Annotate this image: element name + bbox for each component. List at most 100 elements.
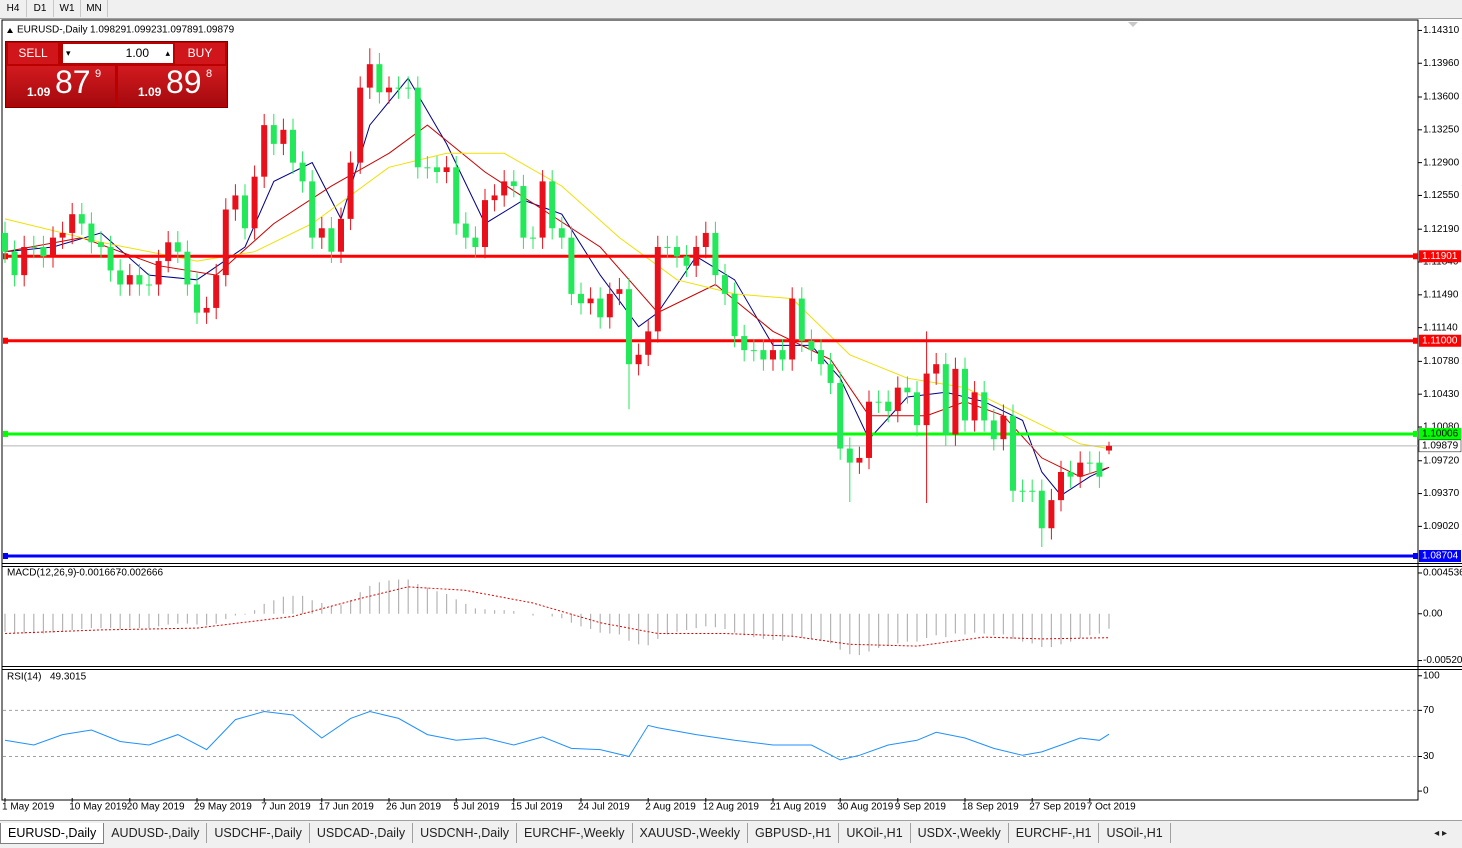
lot-down[interactable]: ▾ — [66, 48, 71, 58]
timeframe-button[interactable]: W1 — [54, 0, 81, 17]
price-pips: 89 — [166, 64, 202, 100]
chart-tab[interactable]: GBPUSD-,H1 — [748, 823, 840, 843]
x-tick-label: 15 Jul 2019 — [511, 802, 563, 813]
candle-body — [856, 457, 863, 463]
candle-body — [174, 242, 181, 252]
chart-tab[interactable]: USDCAD-,Daily — [310, 823, 414, 843]
y-tick-label: 1.10780 — [1423, 356, 1460, 367]
candle-body — [184, 251, 191, 285]
candle-body — [654, 247, 661, 332]
ohlc-value: 1.09789 — [162, 25, 199, 36]
candle-body — [347, 162, 354, 219]
lot-up[interactable]: ▴ — [165, 48, 170, 58]
timeframe-button[interactable]: H4 — [0, 0, 27, 17]
y-tick-label: 0.004536 — [1423, 568, 1462, 579]
level-handle — [1413, 553, 1418, 559]
y-tick-label: 1.11140 — [1423, 322, 1458, 333]
timeframe-button[interactable]: D1 — [27, 0, 54, 17]
chart-tab[interactable]: EURUSD-,Daily — [0, 823, 105, 844]
chart-tab[interactable]: EURCHF-,H1 — [1009, 823, 1100, 843]
level-label-box — [1419, 427, 1461, 440]
candle-body — [213, 275, 220, 308]
sell-button[interactable]: SELL — [8, 43, 58, 64]
y-tick-label: 1.12550 — [1423, 190, 1460, 201]
chart-tab[interactable]: AUDUSD-,Daily — [104, 823, 208, 843]
candle-body — [1038, 490, 1045, 529]
candle-body — [741, 336, 748, 351]
x-tick-label: 7 Jun 2019 — [261, 802, 311, 813]
chart-tab[interactable]: USDCHF-,Daily — [207, 823, 310, 843]
last-price-label: 1.09879 — [1422, 440, 1459, 451]
candle-body — [789, 298, 796, 360]
level-handle — [1413, 430, 1418, 437]
price-pips: 87 — [55, 64, 91, 100]
candle-body — [482, 200, 488, 247]
x-tick-label: 2 Aug 2019 — [645, 802, 696, 813]
candle-body — [1019, 490, 1026, 492]
y-tick-label: 100 — [1423, 670, 1440, 681]
buy-price[interactable]: 1.09 89 8 — [118, 64, 226, 105]
chart-tab[interactable]: USDX-,Weekly — [911, 823, 1009, 843]
level-handle — [3, 553, 8, 559]
chart-tab[interactable]: EURCHF-,Weekly — [517, 823, 633, 843]
y-tick-label: 1.12900 — [1423, 157, 1460, 168]
candle-body — [1077, 462, 1084, 477]
candle-body — [933, 364, 940, 374]
menu-triangle — [7, 28, 13, 33]
candle-body — [194, 284, 200, 313]
candle-body — [232, 195, 239, 210]
level-handle — [1413, 337, 1418, 344]
tab-scroll[interactable]: ◂ ▸ — [1434, 828, 1447, 839]
candle-body — [846, 448, 853, 463]
level-handle — [1413, 253, 1418, 260]
chart-tab[interactable]: USOil-,H1 — [1099, 823, 1171, 843]
candle-body — [1029, 490, 1036, 492]
candle-body — [136, 275, 143, 285]
candle-body — [290, 129, 296, 163]
candle-body — [683, 256, 690, 266]
candle-body — [491, 195, 498, 201]
chart-tab[interactable]: XAUUSD-,Weekly — [633, 823, 748, 843]
candle-body — [1086, 462, 1093, 464]
candle-body — [462, 223, 469, 238]
candle-body — [59, 232, 66, 238]
y-tick-label: 1.09370 — [1423, 488, 1460, 499]
x-tick-label: 5 Jul 2019 — [453, 802, 500, 813]
y-tick-label: 0.00 — [1423, 608, 1443, 619]
x-tick-label: 12 Aug 2019 — [703, 802, 760, 813]
x-tick-label: 27 Sep 2019 — [1029, 802, 1086, 813]
candle-body — [318, 228, 325, 238]
candle-body — [1058, 472, 1064, 501]
candle-body — [165, 242, 172, 262]
y-tick-label: -0.005205 — [1423, 655, 1462, 666]
lot-input[interactable]: ▾ 1.00 ▴ — [63, 44, 173, 63]
level-label: 1.11901 — [1422, 251, 1458, 262]
y-tick-label: 1.09720 — [1423, 455, 1460, 466]
level-label-box — [1419, 550, 1461, 562]
y-tick-label: 1.12190 — [1423, 224, 1460, 235]
candle-body — [270, 125, 277, 144]
candle-body — [453, 167, 460, 224]
chart-tab[interactable]: UKOil-,H1 — [839, 823, 911, 843]
candle-body — [760, 350, 767, 360]
candle-body — [88, 223, 95, 243]
y-tick-label: 1.11490 — [1423, 289, 1459, 300]
candle-body — [443, 167, 450, 172]
level-handle — [3, 337, 8, 344]
sell-price[interactable]: 1.09 87 9 — [7, 64, 115, 105]
candle-body — [750, 350, 757, 352]
candle-body — [405, 87, 412, 89]
candle-body — [299, 162, 306, 182]
candle-body — [338, 218, 344, 252]
buy-button[interactable]: BUY — [175, 43, 225, 64]
candle-body — [971, 392, 978, 421]
chart-tab[interactable]: USDCNH-,Daily — [413, 823, 518, 843]
candle-body — [40, 247, 47, 257]
candle-body — [578, 293, 584, 304]
candle-body — [606, 293, 613, 318]
timeframe-button[interactable]: MN — [81, 0, 108, 17]
y-tick-label: 1.13600 — [1423, 92, 1460, 103]
candle-body — [952, 368, 959, 435]
candle-body — [645, 331, 652, 355]
candle-body — [549, 181, 556, 229]
